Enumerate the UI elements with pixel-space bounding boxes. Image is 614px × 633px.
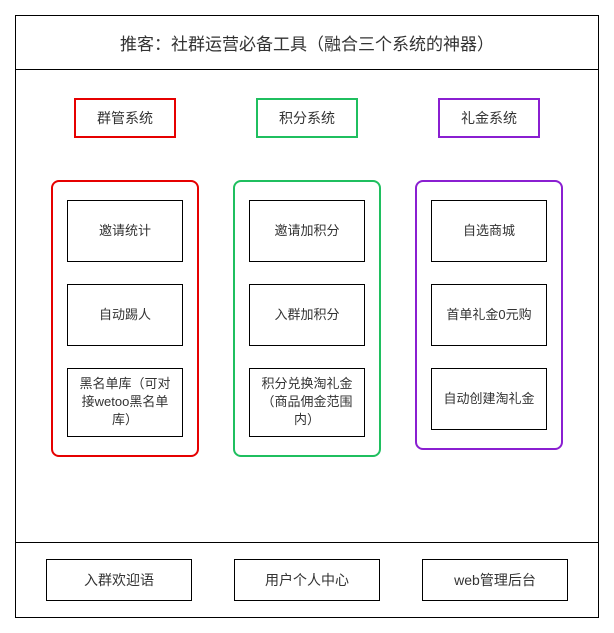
diagram-container: 推客：社群运营必备工具（融合三个系统的神器） 群管系统邀请统计自动踢人黑名单库（… (15, 15, 599, 618)
feature-box: 自动创建淘礼金 (431, 368, 547, 430)
column-body: 邀请加积分入群加积分积分兑换淘礼金（商品佣金范围内） (233, 180, 381, 457)
footer-box: web管理后台 (422, 559, 568, 601)
column-body: 邀请统计自动踢人黑名单库（可对接wetoo黑名单库） (51, 180, 199, 457)
feature-box: 积分兑换淘礼金（商品佣金范围内） (249, 368, 365, 437)
column-header: 积分系统 (256, 98, 358, 138)
column-1: 积分系统邀请加积分入群加积分积分兑换淘礼金（商品佣金范围内） (228, 98, 386, 518)
column-body: 自选商城首单礼金0元购自动创建淘礼金 (415, 180, 563, 450)
column-2: 礼金系统自选商城首单礼金0元购自动创建淘礼金 (410, 98, 568, 518)
feature-box: 邀请统计 (67, 200, 183, 262)
column-header: 群管系统 (74, 98, 176, 138)
feature-box: 首单礼金0元购 (431, 284, 547, 346)
columns-area: 群管系统邀请统计自动踢人黑名单库（可对接wetoo黑名单库）积分系统邀请加积分入… (16, 70, 598, 543)
feature-box: 邀请加积分 (249, 200, 365, 262)
footer-row: 入群欢迎语用户个人中心 web管理后台 (16, 543, 598, 617)
footer-box: 入群欢迎语 (46, 559, 192, 601)
feature-box: 黑名单库（可对接wetoo黑名单库） (67, 368, 183, 437)
diagram-title: 推客：社群运营必备工具（融合三个系统的神器） (16, 16, 598, 70)
column-0: 群管系统邀请统计自动踢人黑名单库（可对接wetoo黑名单库） (46, 98, 204, 518)
feature-box: 入群加积分 (249, 284, 365, 346)
feature-box: 自选商城 (431, 200, 547, 262)
column-header: 礼金系统 (438, 98, 540, 138)
feature-box: 自动踢人 (67, 284, 183, 346)
footer-box: 用户个人中心 (234, 559, 380, 601)
